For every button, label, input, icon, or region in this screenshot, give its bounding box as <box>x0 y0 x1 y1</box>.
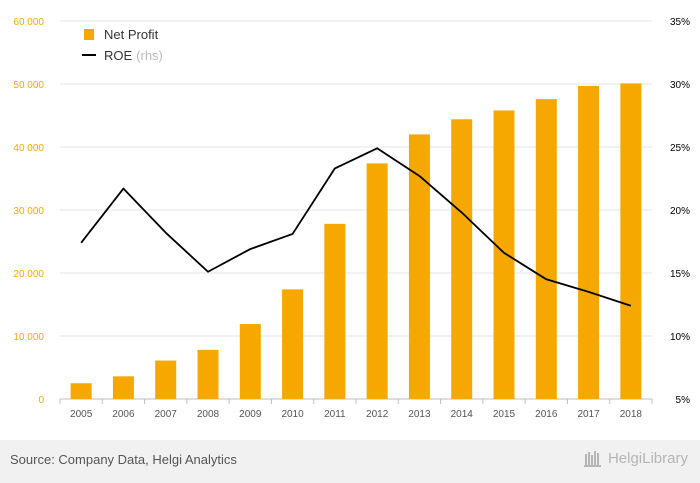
bar-2013 <box>408 134 430 399</box>
x-axis: 2005 2006 2007 2008 2009 2010 2011 2012 2013 2014… <box>59 399 653 420</box>
left-tick-label: 30 000 <box>13 206 44 217</box>
bar-2018 <box>620 83 642 400</box>
left-tick-label: 40 000 <box>13 143 44 154</box>
left-tick-label: 50 000 <box>13 80 44 91</box>
brand-name: HelgiLibrary <box>607 449 688 467</box>
legend-swatch-net-profit <box>84 29 94 40</box>
x-tick-label: 2011 <box>324 409 346 420</box>
right-tick-label: 10% <box>670 332 690 343</box>
x-tick-label: 2014 <box>451 409 474 420</box>
x-tick-label: 2012 <box>366 409 389 420</box>
bar-2016 <box>535 99 557 400</box>
bar-2012 <box>366 163 388 399</box>
gridlines <box>60 20 652 400</box>
left-tick-label: 20 000 <box>13 269 44 280</box>
source-text: Source: Company Data, Helgi Analytics <box>10 452 237 467</box>
left-tick-label: 10 000 <box>13 332 44 343</box>
x-tick-label: 2015 <box>493 409 516 420</box>
x-tick-label: 2016 <box>535 409 558 420</box>
bar-2014 <box>451 119 473 399</box>
x-tick-label: 2010 <box>281 409 304 420</box>
brand-logo: HelgiLibrary <box>583 449 688 467</box>
legend: Net Profit ROE (rhs) <box>82 27 163 63</box>
x-tick-label: 2008 <box>197 409 220 420</box>
right-tick-label: 5% <box>676 395 691 406</box>
left-axis: 0 10 000 20 000 30 000 40 000 50 000 60 000 <box>13 17 44 406</box>
x-tick-label: 2006 <box>112 409 135 420</box>
bar-2008 <box>197 349 219 399</box>
right-tick-label: 30% <box>670 80 690 91</box>
bar-2017 <box>578 85 600 399</box>
bar-2010 <box>282 289 304 399</box>
bar-2011 <box>324 223 346 399</box>
bar-2006 <box>112 376 134 399</box>
right-tick-label: 25% <box>670 143 690 154</box>
x-tick-label: 2013 <box>408 409 431 420</box>
right-axis: 5% 10% 15% 20% 25% 30% 35% <box>670 17 690 406</box>
bar-2005 <box>70 383 92 399</box>
x-tick-label: 2017 <box>577 409 600 420</box>
x-tick-label: 2007 <box>155 409 178 420</box>
bar-2009 <box>239 324 261 399</box>
roe-line <box>80 147 632 307</box>
x-tick-label: 2009 <box>239 409 262 420</box>
chart: 0 10 000 20 000 30 000 40 000 50 000 60 000 5%… <box>13 17 690 420</box>
x-tick-label: 2005 <box>70 409 93 420</box>
net-profit-bars <box>70 83 642 400</box>
legend-label-roe-suffix: (rhs) <box>136 48 163 63</box>
footer: Source: Company Data, Helgi Analytics He… <box>0 440 700 483</box>
x-tick-label: 2018 <box>620 409 643 420</box>
library-logo-icon <box>583 451 601 467</box>
bar-2015 <box>493 110 515 400</box>
left-tick-label: 60 000 <box>13 17 44 28</box>
right-tick-label: 15% <box>670 269 690 280</box>
legend-label-roe-name: ROE <box>104 48 133 63</box>
roe-series-line <box>80 147 632 307</box>
legend-label-roe: ROE (rhs) <box>104 48 163 63</box>
legend-label-net-profit: Net Profit <box>104 27 159 42</box>
bar-2007 <box>155 360 177 399</box>
right-tick-label: 20% <box>670 206 690 217</box>
left-tick-label: 0 <box>38 395 44 406</box>
right-tick-label: 35% <box>670 17 690 28</box>
